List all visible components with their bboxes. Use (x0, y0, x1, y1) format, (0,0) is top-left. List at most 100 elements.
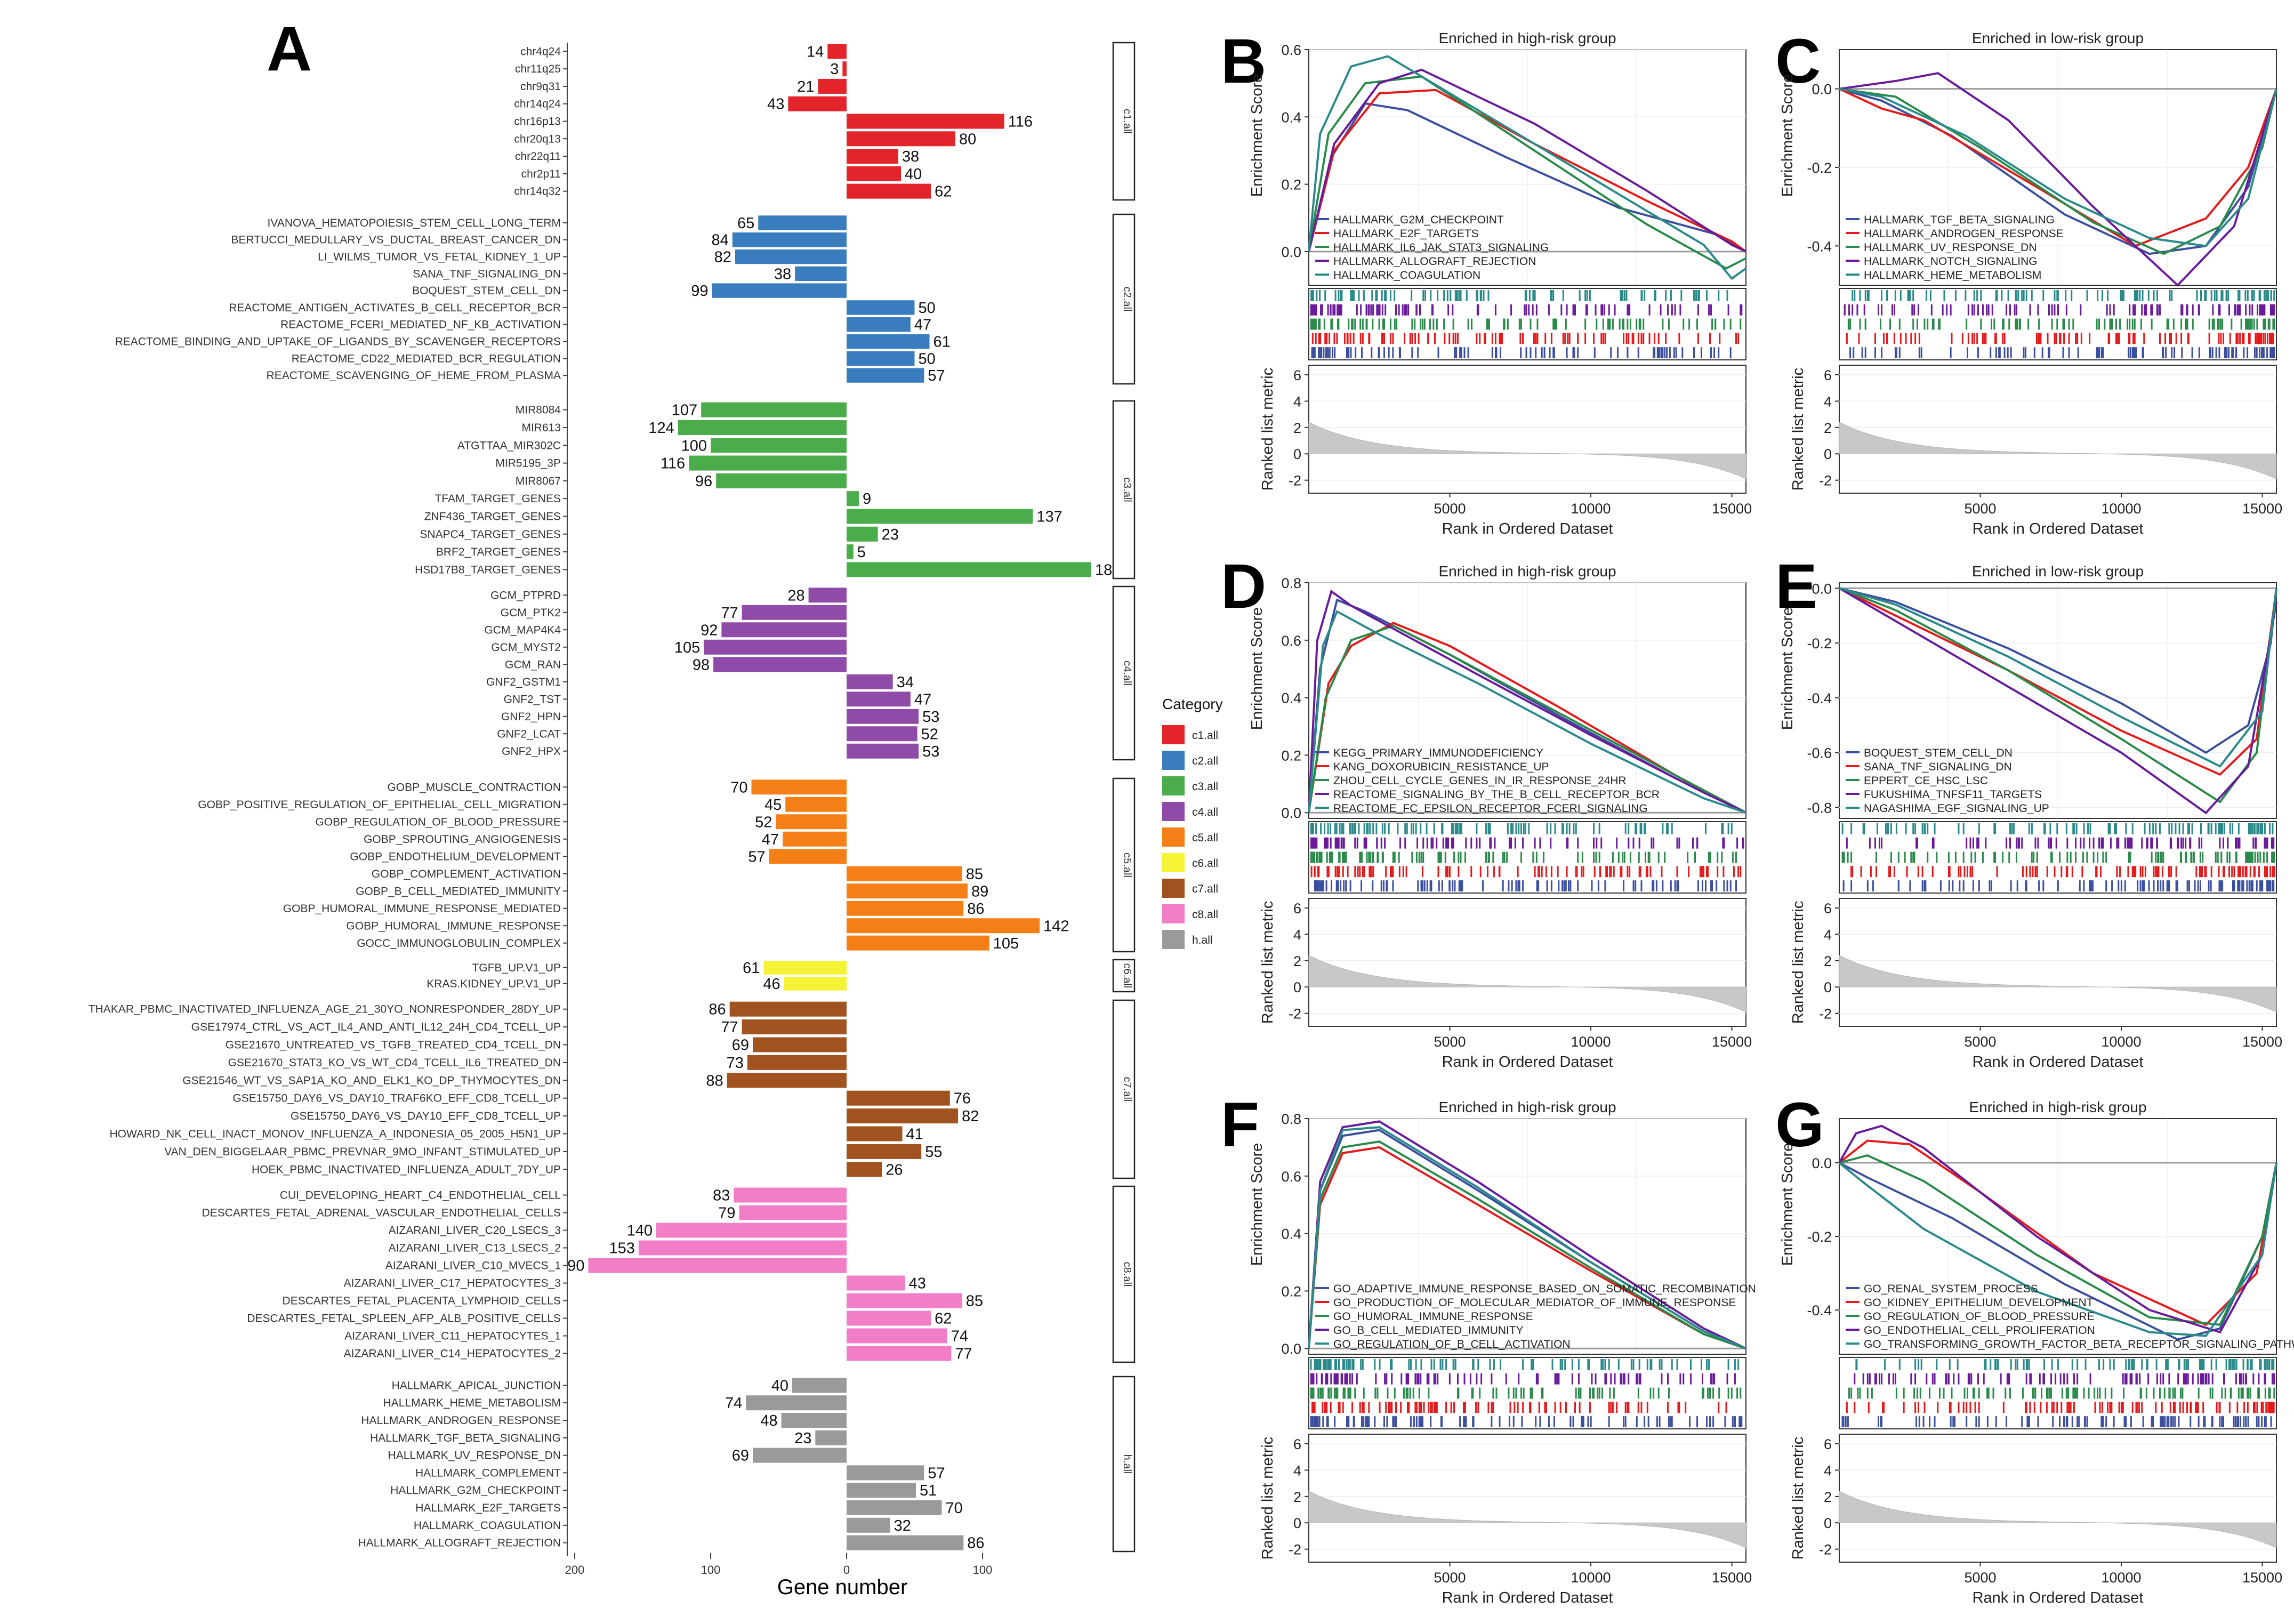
bar-value-label: 61 (743, 960, 760, 977)
x-axis-title: Gene number (777, 1575, 908, 1599)
legend-label: SANA_TNF_SIGNALING_DN (1864, 761, 2012, 773)
bar-value-label: 61 (933, 334, 951, 351)
bar-value-label: 52 (755, 814, 772, 831)
bar (847, 131, 955, 147)
panel-letter: B (1221, 26, 1266, 97)
bar-value-label: 85 (966, 866, 983, 883)
bar (847, 743, 919, 759)
bar (721, 622, 847, 638)
bar-value-label: 74 (725, 1395, 742, 1412)
bar-category-label: VAN_DEN_BIGGELAAR_PBMC_PREVNAR_9MO_INFAN… (164, 1146, 561, 1158)
y-tick-label: 0.0 (1812, 1155, 1832, 1171)
bar (847, 901, 964, 916)
y-tick-label: -2 (1819, 1006, 1832, 1022)
bar (751, 779, 847, 795)
bar-value-label: 77 (721, 605, 738, 622)
bar (847, 1162, 882, 1177)
bar (847, 300, 915, 315)
bar (847, 1465, 924, 1481)
legend-label: GO_RENAL_SYSTEM_PROCESS (1864, 1283, 2038, 1295)
facet-strip (1112, 777, 1136, 953)
facet-strip (1112, 585, 1136, 761)
bar-category-label: AIZARANI_LIVER_C14_HEPATOCYTES_2 (344, 1348, 561, 1360)
ranked-metric-frame (1839, 898, 2277, 1027)
legend-swatch (1162, 930, 1185, 949)
bar-value-label: 55 (925, 1144, 942, 1161)
bar-category-label: AIZARANI_LIVER_C11_HEPATOCYTES_1 (344, 1330, 561, 1342)
x-tick-label: 0 (843, 1563, 850, 1577)
facet-strip (1112, 999, 1136, 1179)
y-tick-label: -0.4 (1807, 238, 1832, 254)
legend-swatch (1162, 725, 1185, 744)
legend-label: GO_REGULATION_OF_BLOOD_PRESSURE (1864, 1311, 2095, 1323)
bar-category-label: REACTOME_BINDING_AND_UPTAKE_OF_LIGANDS_B… (115, 336, 561, 348)
x-axis-title: Rank in Ordered Dataset (1973, 1054, 2144, 1071)
y-tick-label: 0.0 (1812, 82, 1832, 98)
bar-category-label: GOBP_POSITIVE_REGULATION_OF_EPITHELIAL_C… (198, 799, 561, 811)
bar-category-label: HSD17B8_TARGET_GENES (415, 564, 561, 576)
legend-label: HALLMARK_E2F_TARGETS (1333, 228, 1479, 240)
legend-label: GO_HUMORAL_IMMUNE_RESPONSE (1333, 1311, 1533, 1323)
bar-category-label: GCM_MYST2 (491, 641, 561, 654)
bar (847, 709, 919, 724)
legend-swatch (1162, 904, 1185, 923)
gsea-panel-g: G Enriched in high-risk group 0.0 -0.2 -0.4 G… (1775, 1090, 2294, 1606)
legend-label: KANG_DOXORUBICIN_RESISTANCE_UP (1333, 761, 1549, 773)
bar-value-label: 50 (919, 300, 936, 317)
bar (753, 1448, 847, 1463)
bar-value-label: 38 (902, 148, 919, 165)
y-tick-label: -0.6 (1807, 745, 1832, 761)
bar-value-label: 32 (894, 1517, 911, 1534)
x-tick-label: 10000 (2101, 1034, 2141, 1050)
y-tick-label: 6 (1293, 901, 1301, 916)
legend-label: HALLMARK_G2M_CHECKPOINT (1333, 214, 1504, 226)
bar-category-label: DESCARTES_FETAL_PLACENTA_LYMPHOID_CELLS (283, 1295, 561, 1307)
bar (847, 726, 917, 742)
facet-strip-label: c8.all (1121, 1262, 1133, 1287)
bar-value-label: 107 (672, 402, 697, 419)
bar-value-label: 62 (935, 183, 952, 200)
bar (783, 831, 847, 847)
bar-value-label: 74 (951, 1328, 968, 1345)
bar-value-label: 51 (920, 1482, 937, 1499)
bar-value-label: 47 (914, 317, 931, 334)
es-curve (1838, 1124, 2277, 1333)
legend-label: HALLMARK_COAGULATION (1333, 269, 1480, 282)
x-tick-label: 5000 (1964, 1570, 1996, 1586)
bar-value-label: 80 (959, 131, 976, 148)
bar-value-label: 77 (955, 1346, 972, 1363)
bar-category-label: GSE21670_UNTREATED_VS_TGFB_TREATED_CD4_T… (226, 1039, 561, 1051)
gsea-panels: B Enriched in high-risk group 0.6 0.4 0.2 0.0… (1221, 26, 2294, 1606)
bar (588, 1258, 847, 1273)
bar (742, 605, 847, 620)
bar (847, 1346, 952, 1361)
legend-label: GO_ENDOTHELIAL_CELL_PROLIFERATION (1864, 1324, 2095, 1337)
bar (815, 1430, 847, 1445)
bar-category-label: GNF2_HPN (501, 711, 561, 723)
bar-value-label: 18 (1095, 561, 1112, 578)
bar (847, 1328, 947, 1344)
legend-label: GO_REGULATION_OF_B_CELL_ACTIVATION (1333, 1338, 1571, 1350)
bar-value-label: 45 (764, 797, 782, 814)
y-tick-label: -2 (1289, 1006, 1301, 1022)
hits-frame (1308, 1357, 1746, 1429)
y-tick-label: 0 (1824, 1515, 1832, 1531)
y-tick-label: -0.4 (1807, 690, 1832, 706)
panel-title: Enriched in low-risk group (1972, 563, 2144, 580)
legend-swatch (1162, 827, 1185, 847)
legend-swatch (1162, 853, 1185, 872)
bar-category-label: AIZARANI_LIVER_C13_LSECS_2 (389, 1242, 561, 1255)
bar-value-label: 86 (967, 901, 984, 918)
bar-value-label: 105 (993, 935, 1019, 952)
bar-category-label: chr4q24 (520, 45, 561, 58)
y-axis-title-metric: Ranked list metric (1259, 901, 1276, 1024)
y-tick-label: 0.2 (1281, 747, 1301, 763)
bar (847, 1144, 922, 1159)
facet-strip-label: c3.all (1121, 477, 1133, 502)
bar-value-label: 65 (737, 215, 754, 232)
bar-value-label: 26 (886, 1161, 903, 1178)
panel-letter-a: A (267, 14, 312, 84)
bar (742, 1019, 847, 1035)
x-tick-label: 10000 (1571, 501, 1611, 517)
